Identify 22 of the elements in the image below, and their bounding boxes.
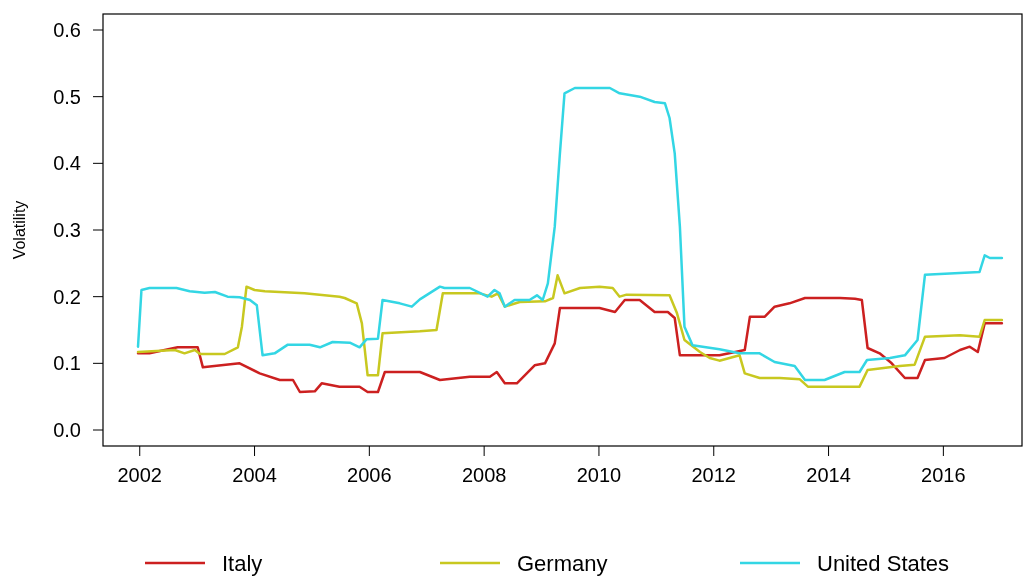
- x-tick-label: 2006: [347, 464, 392, 486]
- legend-label: Italy: [222, 550, 263, 576]
- x-tick-label: 2008: [461, 464, 507, 486]
- y-tick-label: 0.5: [53, 85, 81, 108]
- line-series: [136, 296, 1004, 394]
- legend-label: United States: [817, 550, 950, 576]
- x-tick-label: 2010: [576, 464, 622, 486]
- x-tick-label: 2014: [806, 464, 851, 486]
- line-series: [136, 86, 1004, 382]
- y-tick-label: 0.0: [53, 419, 81, 441]
- x-tick-label: 2002: [117, 464, 162, 486]
- y-tick-label: 0.2: [53, 285, 81, 308]
- line-series: [136, 274, 1004, 388]
- y-tick-label: 0.1: [53, 352, 81, 375]
- y-tick-label: 0.3: [53, 219, 81, 241]
- y-tick-label: 0.4: [53, 152, 81, 175]
- y-axis-title: Volatility: [11, 200, 28, 260]
- x-tick-label: 2012: [691, 464, 736, 486]
- x-tick-label: 2016: [921, 464, 966, 486]
- x-tick-label: 2004: [232, 464, 277, 486]
- y-tick-label: 0.6: [53, 19, 81, 41]
- legend-label: Germany: [517, 550, 608, 576]
